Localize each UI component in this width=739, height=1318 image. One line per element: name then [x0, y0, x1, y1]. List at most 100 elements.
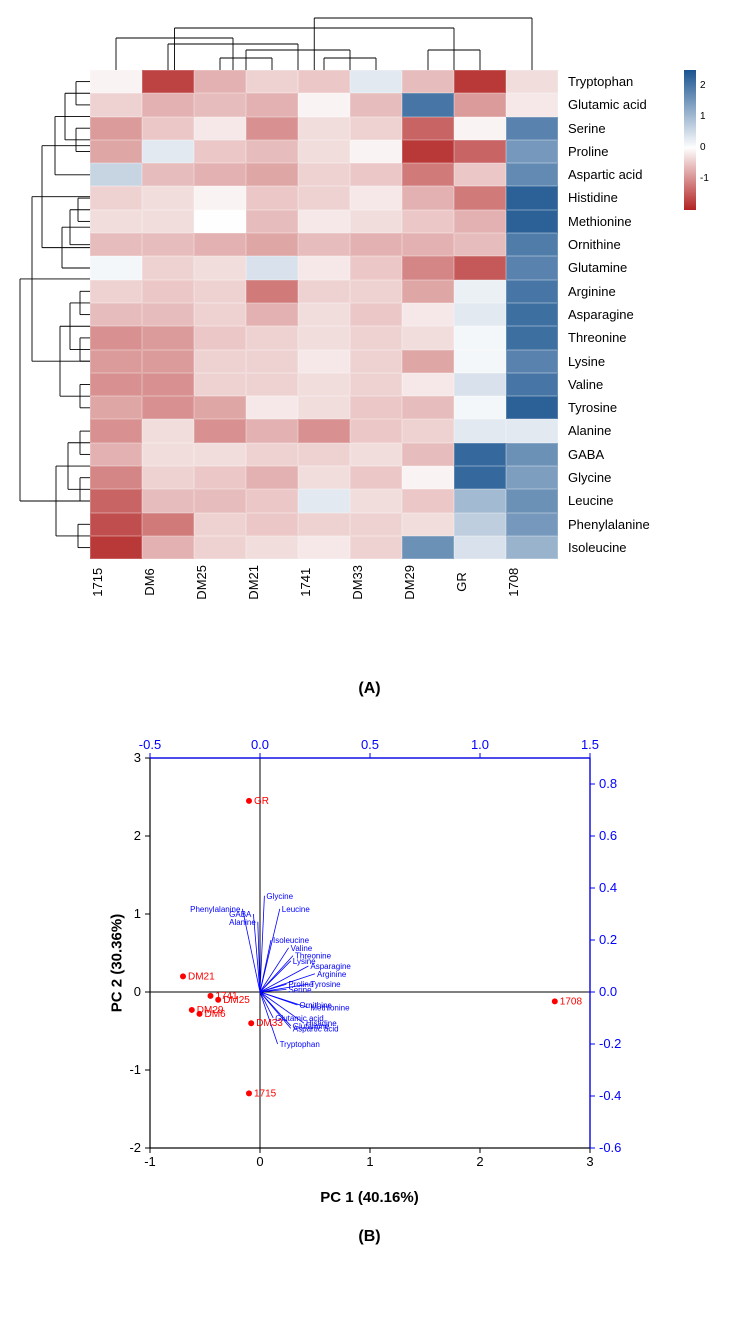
svg-text:-1: -1	[129, 1062, 141, 1077]
heatmap-cell	[142, 256, 194, 279]
heatmap-cell	[350, 536, 402, 559]
column-label: 1708	[506, 565, 558, 606]
heatmap-cell	[402, 443, 454, 466]
heatmap-cell	[350, 117, 402, 140]
heatmap-cell	[194, 350, 246, 373]
heatmap-cell	[298, 256, 350, 279]
heatmap-cell	[142, 396, 194, 419]
heatmap-cell	[454, 513, 506, 536]
heatmap-cell	[246, 350, 298, 373]
row-label: Leucine	[562, 489, 650, 512]
column-label: DM25	[194, 565, 246, 606]
heatmap-cell	[454, 233, 506, 256]
heatmap-cell	[350, 326, 402, 349]
row-labels: TryptophanGlutamic acidSerineProlineAspa…	[562, 70, 650, 559]
heatmap-cell	[246, 280, 298, 303]
heatmap-cell	[90, 140, 142, 163]
heatmap-container: TryptophanGlutamic acidSerineProlineAspa…	[10, 10, 730, 650]
heatmap-cell	[350, 350, 402, 373]
column-label: GR	[454, 565, 506, 606]
panel-a: TryptophanGlutamic acidSerineProlineAspa…	[10, 10, 729, 698]
heatmap-cell	[298, 117, 350, 140]
heatmap-cell	[142, 373, 194, 396]
heatmap-cell	[142, 186, 194, 209]
heatmap-cell	[506, 489, 558, 512]
heatmap-cell	[454, 396, 506, 419]
heatmap-cell	[298, 70, 350, 93]
heatmap-cell	[90, 350, 142, 373]
heatmap-cell	[350, 466, 402, 489]
heatmap-cell	[246, 373, 298, 396]
heatmap-cell	[246, 186, 298, 209]
heatmap-cell	[246, 233, 298, 256]
heatmap-cell	[194, 163, 246, 186]
svg-text:DM25: DM25	[223, 995, 250, 1006]
svg-text:0.4: 0.4	[599, 880, 617, 895]
svg-text:-0.4: -0.4	[599, 1088, 621, 1103]
heatmap-cell	[246, 419, 298, 442]
heatmap-cell	[454, 419, 506, 442]
heatmap-cell	[194, 233, 246, 256]
heatmap-cell	[506, 140, 558, 163]
heatmap-cell	[402, 210, 454, 233]
svg-text:1: 1	[366, 1154, 373, 1169]
heatmap-cell	[350, 186, 402, 209]
svg-text:2: 2	[133, 828, 140, 843]
heatmap-cell	[350, 140, 402, 163]
svg-text:Arginine: Arginine	[317, 970, 347, 979]
heatmap-cell	[246, 256, 298, 279]
svg-text:DM33: DM33	[256, 1018, 283, 1029]
svg-text:Methionine: Methionine	[310, 1004, 350, 1013]
heatmap-cell	[298, 303, 350, 326]
heatmap-cell	[246, 303, 298, 326]
heatmap-cell	[454, 373, 506, 396]
heatmap-cell	[350, 513, 402, 536]
row-label: Histidine	[562, 186, 650, 209]
svg-text:-0.6: -0.6	[599, 1140, 621, 1155]
heatmap-cell	[402, 280, 454, 303]
heatmap-cell	[402, 163, 454, 186]
heatmap-cell	[298, 233, 350, 256]
heatmap-cell	[298, 396, 350, 419]
heatmap-cell	[246, 396, 298, 419]
heatmap-cell	[454, 466, 506, 489]
heatmap-cell	[454, 443, 506, 466]
heatmap-cell	[194, 326, 246, 349]
heatmap-cell	[246, 163, 298, 186]
heatmap-cell	[298, 536, 350, 559]
svg-text:0.2: 0.2	[599, 932, 617, 947]
heatmap-cell	[454, 489, 506, 512]
heatmap-cell	[506, 93, 558, 116]
heatmap-cell	[246, 70, 298, 93]
heatmap-cell	[402, 140, 454, 163]
row-label: Serine	[562, 117, 650, 140]
x-axis-label: PC 1 (40.16%)	[320, 1189, 418, 1206]
svg-text:1708: 1708	[559, 996, 582, 1007]
colorbar: 210-1	[684, 70, 730, 210]
heatmap-cell	[402, 303, 454, 326]
row-label: Asparagine	[562, 303, 650, 326]
column-label: DM6	[142, 565, 194, 606]
heatmap-cell	[142, 117, 194, 140]
heatmap-cell	[90, 443, 142, 466]
heatmap-cell	[194, 93, 246, 116]
heatmap-cell	[142, 140, 194, 163]
row-label: Glutamine	[562, 256, 650, 279]
heatmap-cell	[402, 466, 454, 489]
heatmap-cell	[194, 419, 246, 442]
heatmap-cell	[454, 350, 506, 373]
heatmap-cell	[142, 280, 194, 303]
panel-a-label: (A)	[10, 680, 729, 698]
row-label: Threonine	[562, 326, 650, 349]
heatmap-cell	[402, 373, 454, 396]
heatmap-cell	[194, 443, 246, 466]
svg-text:Leucine: Leucine	[281, 905, 310, 914]
svg-text:-0.5: -0.5	[138, 737, 160, 752]
heatmap-grid	[90, 70, 558, 559]
heatmap-cell	[90, 396, 142, 419]
heatmap-cell	[506, 396, 558, 419]
column-labels: 1715DM6DM25DM211741DM33DM29GR1708	[90, 565, 559, 606]
heatmap-cell	[142, 419, 194, 442]
heatmap-cell	[246, 210, 298, 233]
heatmap-cell	[194, 373, 246, 396]
